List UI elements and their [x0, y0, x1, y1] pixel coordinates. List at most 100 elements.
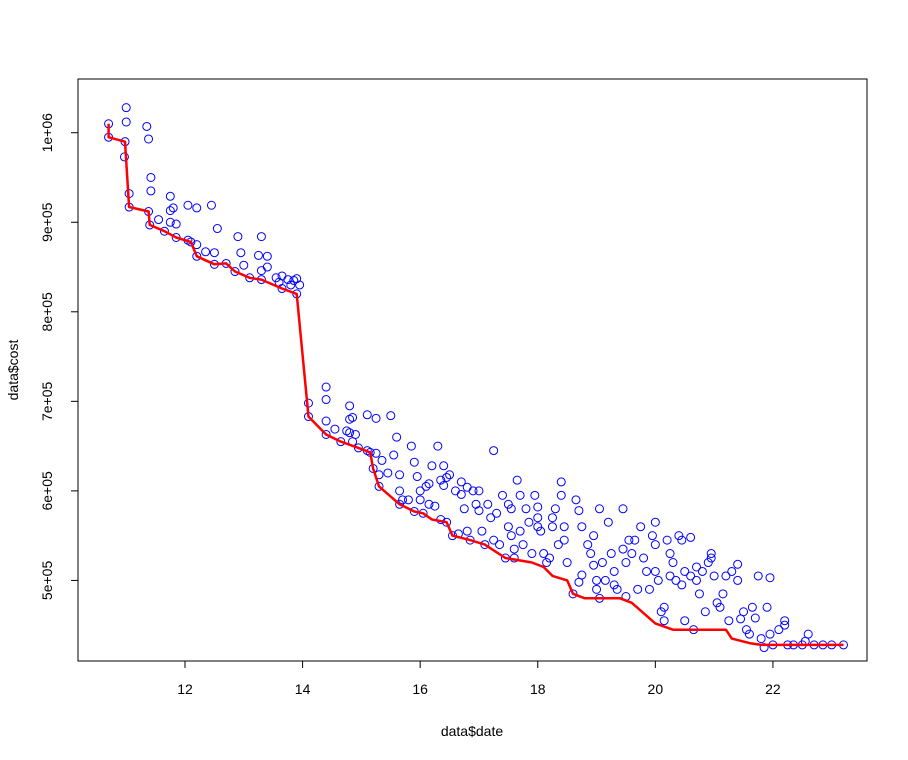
- data-point: [739, 607, 749, 617]
- data-point: [415, 486, 425, 496]
- data-point: [442, 472, 452, 482]
- data-point: [445, 470, 455, 480]
- data-point: [165, 217, 175, 227]
- data-point: [489, 446, 499, 456]
- data-point: [436, 475, 446, 485]
- data-point: [536, 526, 546, 536]
- data-point: [545, 553, 555, 563]
- data-point: [292, 274, 302, 284]
- y-axis: 5e+05 6e+05 7e+05 8e+05 9e+05 1e+06: [39, 113, 79, 601]
- data-point: [665, 549, 675, 559]
- data-point: [415, 495, 425, 505]
- data-point: [750, 613, 760, 623]
- data-point: [553, 540, 563, 550]
- data-point: [759, 643, 769, 653]
- data-point: [456, 489, 466, 499]
- data-point: [468, 486, 478, 496]
- data-point: [409, 457, 419, 467]
- data-point: [239, 260, 249, 270]
- y-tick-label: 1e+06: [39, 113, 55, 153]
- data-point: [594, 504, 604, 514]
- data-point: [694, 589, 704, 599]
- data-point: [586, 549, 596, 559]
- data-point: [530, 490, 540, 500]
- data-point: [256, 232, 266, 242]
- data-point: [733, 575, 743, 585]
- data-point: [192, 203, 202, 213]
- data-point: [142, 121, 152, 131]
- data-point: [556, 477, 566, 487]
- data-point: [427, 461, 437, 471]
- data-point: [462, 526, 472, 536]
- data-point: [733, 559, 743, 569]
- data-point: [321, 429, 331, 439]
- data-point: [383, 468, 393, 478]
- data-point: [671, 575, 681, 585]
- data-point: [406, 441, 416, 451]
- data-point: [721, 571, 731, 581]
- data-point: [600, 575, 610, 585]
- data-point: [547, 522, 557, 532]
- data-point: [524, 517, 534, 527]
- data-point: [230, 267, 240, 277]
- data-point: [571, 495, 581, 505]
- data-point: [724, 616, 734, 626]
- data-point: [345, 414, 355, 424]
- data-point: [686, 571, 696, 581]
- data-point: [168, 203, 178, 213]
- data-point: [489, 535, 499, 545]
- data-point: [700, 607, 710, 617]
- data-point: [559, 535, 569, 545]
- data-point: [656, 607, 666, 617]
- data-point: [424, 499, 434, 509]
- data-point: [345, 401, 355, 411]
- data-point: [389, 450, 399, 460]
- data-point: [618, 504, 628, 514]
- data-point: [592, 584, 602, 594]
- data-point: [606, 549, 616, 559]
- data-point: [192, 251, 202, 261]
- data-point: [515, 526, 525, 536]
- data-point: [512, 475, 522, 485]
- data-point: [233, 232, 243, 242]
- data-point: [568, 589, 578, 599]
- y-tick-label: 8e+05: [39, 292, 55, 332]
- data-point: [703, 558, 713, 568]
- data-point: [627, 549, 637, 559]
- data-point: [256, 266, 266, 276]
- data-point: [718, 589, 728, 599]
- data-point: [146, 172, 156, 182]
- data-point: [374, 481, 384, 491]
- y-tick-label: 5e+05: [39, 561, 55, 601]
- data-point: [486, 513, 496, 523]
- data-point: [165, 191, 175, 201]
- data-point: [398, 495, 408, 505]
- data-point: [277, 284, 287, 294]
- data-point: [159, 226, 169, 236]
- data-point: [421, 481, 431, 491]
- data-point: [295, 280, 305, 290]
- data-point: [459, 504, 469, 514]
- data-point: [577, 522, 587, 532]
- data-point: [533, 522, 543, 532]
- data-point: [765, 629, 775, 639]
- data-point: [271, 273, 281, 283]
- data-point: [650, 540, 660, 550]
- series-line: [107, 123, 844, 647]
- data-point: [674, 531, 684, 541]
- data-point: [609, 566, 619, 576]
- x-axis-label: data$date: [441, 723, 503, 739]
- data-point: [495, 540, 505, 550]
- data-point: [762, 602, 772, 612]
- data-point: [321, 416, 331, 426]
- data-point: [321, 382, 331, 392]
- data-point: [774, 625, 784, 635]
- x-tick-label: 22: [765, 681, 781, 697]
- data-point: [456, 477, 466, 487]
- data-point: [121, 117, 131, 127]
- data-point: [171, 219, 181, 229]
- data-point: [727, 566, 737, 576]
- data-point: [747, 602, 757, 612]
- data-point: [262, 262, 272, 272]
- data-point: [609, 580, 619, 590]
